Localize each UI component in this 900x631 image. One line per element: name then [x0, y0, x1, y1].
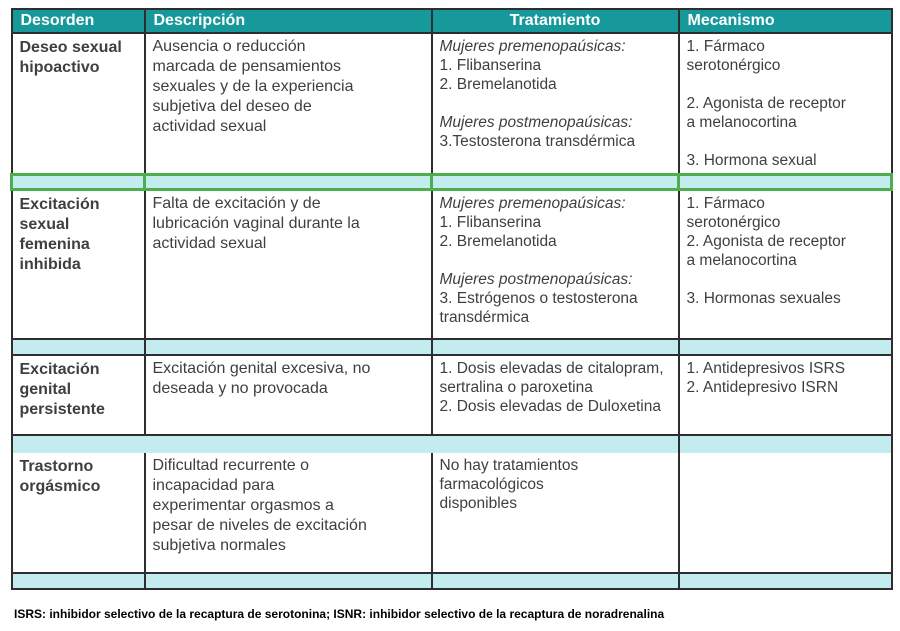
cell-disorder: Deseo sexual hipoactivo: [10, 32, 146, 176]
header-tratamiento: Tratamiento: [430, 8, 680, 34]
treatment-line: 3. Estrógenos o testosterona: [439, 290, 638, 307]
cell-treatment: No hay tratamientos farmacológicos dispo…: [430, 452, 680, 574]
mechanism-line: 1. Fármaco: [686, 38, 765, 55]
treatment-line: transdérmica: [439, 309, 530, 326]
disorders-table-wrap: Desorden Descripción Tratamiento Mecanis…: [10, 8, 893, 590]
mechanism-line: 3. Hormonas sexuales: [686, 290, 841, 307]
mechanism-line: 2. Agonista de receptor: [686, 233, 846, 250]
table-row-deseo-sexual-hipoactivo: Deseo sexual hipoactivo Ausencia o reduc…: [10, 32, 893, 176]
table-row-excitacion-genital-persistente: Excitación genital persistente Excitació…: [10, 353, 893, 436]
cell-treatment: Mujeres premenopaúsicas: 1. Flibanserina…: [430, 32, 680, 176]
cell-treatment: Mujeres premenopaúsicas: 1. Flibanserina…: [430, 188, 680, 340]
treatment-line: No hay tratamientos farmacológicos: [439, 456, 579, 493]
separator-row-bottom: [10, 571, 893, 590]
description-text: Falta de excitación y de lubricación vag…: [152, 195, 360, 252]
treatment-line: 1. Flibanserina: [439, 214, 542, 231]
treatment-line: Mujeres postmenopaúsicas:: [439, 114, 633, 131]
table-row-excitacion-sexual-femenina-inhibida: Excitación sexual femenina inhibida Falt…: [10, 188, 893, 340]
header-row: Desorden Descripción Tratamiento Mecanis…: [10, 8, 893, 34]
treatment-line: 3.Testosterona transdérmica: [439, 133, 636, 150]
mechanism-line: 2. Agonista de receptor: [686, 95, 846, 112]
mechanism-line: a melanocortina: [686, 114, 797, 131]
mechanism-line: 1. Antidepresivos ISRS: [686, 359, 846, 377]
cell-mechanism: 1. Fármaco serotonérgico 2. Agonista de …: [677, 32, 893, 176]
cell-description: Excitación genital excesiva, no deseada …: [143, 353, 433, 436]
cell-disorder: Excitación genital persistente: [10, 353, 146, 436]
mechanism-line: serotonérgico: [686, 214, 781, 231]
cell-mechanism: 1. Fármaco serotonérgico 2. Agonista de …: [677, 188, 893, 340]
separator-row-green: [10, 173, 893, 191]
description-text: Excitación genital excesiva, no deseada …: [152, 359, 371, 397]
cell-disorder: Excitación sexual femenina inhibida: [10, 188, 146, 340]
header-descripcion: Descripción: [143, 8, 433, 34]
mechanism-line: 2. Antidepresivo ISRN: [686, 378, 839, 396]
treatment-line: 2. Dosis elevadas de Duloxetina: [439, 397, 661, 415]
treatment-line: 2. Bremelanotida: [439, 233, 557, 250]
treatment-line: 1. Dosis elevadas de citalopram,: [439, 359, 664, 377]
cell-mechanism: [677, 452, 893, 574]
separator-row: [10, 337, 893, 356]
header-mecanismo: Mecanismo: [677, 8, 893, 34]
treatment-line: Mujeres premenopaúsicas:: [439, 195, 626, 212]
mechanism-line: 3. Hormona sexual: [686, 152, 817, 169]
treatment-line: disponibles: [439, 494, 518, 512]
treatment-line: 2. Bremelanotida: [439, 76, 557, 93]
footnote-text: ISRS: inhibidor selectivo de la recaptur…: [14, 607, 665, 621]
cell-treatment: 1. Dosis elevadas de citalopram, sertral…: [430, 353, 680, 436]
cell-mechanism: 1. Antidepresivos ISRS 2. Antidepresivo …: [677, 353, 893, 436]
separator-row-merged: [10, 433, 893, 453]
header-desorden: Desorden: [10, 8, 146, 34]
table-row-trastorno-orgasmico: Trastorno orgásmico Dificultad recurrent…: [10, 452, 893, 574]
cell-description: Falta de excitación y de lubricación vag…: [143, 188, 433, 340]
disorders-table: Desorden Descripción Tratamiento Mecanis…: [10, 8, 893, 590]
treatment-line: sertralina o paroxetina: [439, 378, 593, 396]
mechanism-line: 1. Fármaco: [686, 195, 765, 212]
cell-description: Dificultad recurrente o incapacidad para…: [143, 452, 433, 574]
cell-disorder: Trastorno orgásmico: [10, 452, 146, 574]
treatment-line: 1. Flibanserina: [439, 57, 542, 74]
treatment-line: Mujeres postmenopaúsicas:: [439, 271, 633, 288]
treatment-line: Mujeres premenopaúsicas:: [439, 38, 626, 55]
description-text: Dificultad recurrente o incapacidad para…: [152, 456, 367, 554]
cell-description: Ausencia o reducción marcada de pensamie…: [143, 32, 433, 176]
mechanism-line: a melanocortina: [686, 252, 797, 269]
description-text: Ausencia o reducción marcada de pensamie…: [152, 38, 354, 135]
mechanism-line: serotonérgico: [686, 57, 781, 74]
